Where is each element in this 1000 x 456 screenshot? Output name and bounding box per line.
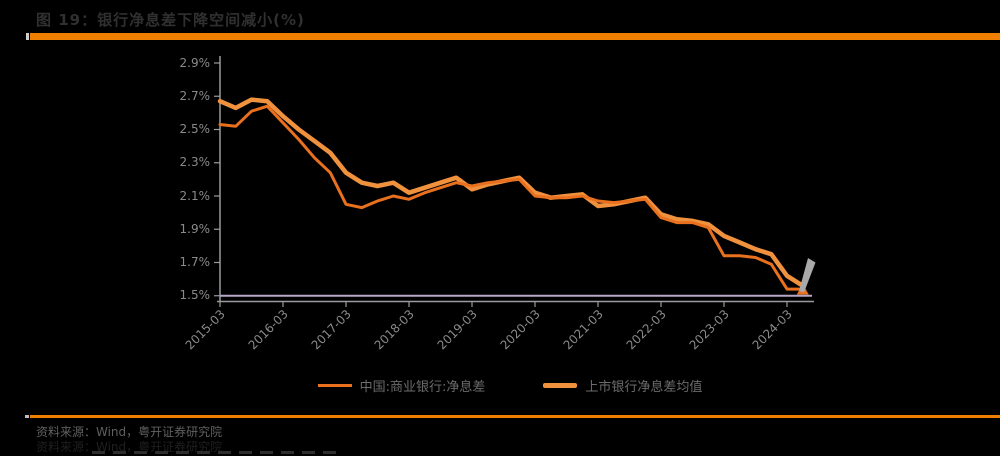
y-axis-tick-label: 1.9%: [179, 221, 211, 236]
y-axis-tick-label: 2.5%: [179, 122, 211, 136]
axes: [214, 56, 814, 307]
legend-item-commercial-banks-nim: 中国:商业银行:净息差: [317, 376, 486, 395]
footer-rule-cap: [25, 415, 29, 418]
title-rule-cap: [26, 33, 29, 40]
chart-legend: 中国:商业银行:净息差 上市银行净息差均值: [160, 374, 860, 396]
footer-rule: [30, 415, 1000, 418]
data-source-note-clipped: 资料来源：Wind，粤开证券研究院: [36, 440, 223, 454]
series-line-listed-banks-avg: [217, 97, 806, 289]
legend-item-listed-banks-avg: 上市银行净息差均值: [543, 376, 702, 395]
y-axis-tick-label: 2.1%: [179, 188, 211, 203]
legend-label: 上市银行净息差均值: [585, 379, 703, 395]
series-line-commercial-banks-nim: [218, 104, 805, 291]
axis-ticks: [214, 62, 788, 307]
y-axis-tick-label: 2.9%: [179, 55, 211, 70]
y-axis-tick-label: 1.5%: [179, 288, 211, 303]
y-axis-tick-label: 1.7%: [179, 255, 211, 269]
legend-swatch-thick-line: [543, 382, 578, 388]
legend-swatch-thin-line: [317, 383, 352, 387]
legend-label: 中国:商业银行:净息差: [359, 379, 486, 395]
y-axis-tick-label: 2.3%: [179, 155, 211, 170]
title-rule: [30, 33, 1000, 40]
y-axis-tick-label: 2.7%: [179, 88, 211, 103]
clipped-text-fragment: [92, 451, 344, 454]
chart-title: 图 19：银行净息差下降空间减小(%): [36, 11, 305, 29]
cursor-arrow-icon: [799, 258, 816, 293]
data-source-note: 资料来源：Wind，粤开证券研究院: [36, 425, 223, 439]
